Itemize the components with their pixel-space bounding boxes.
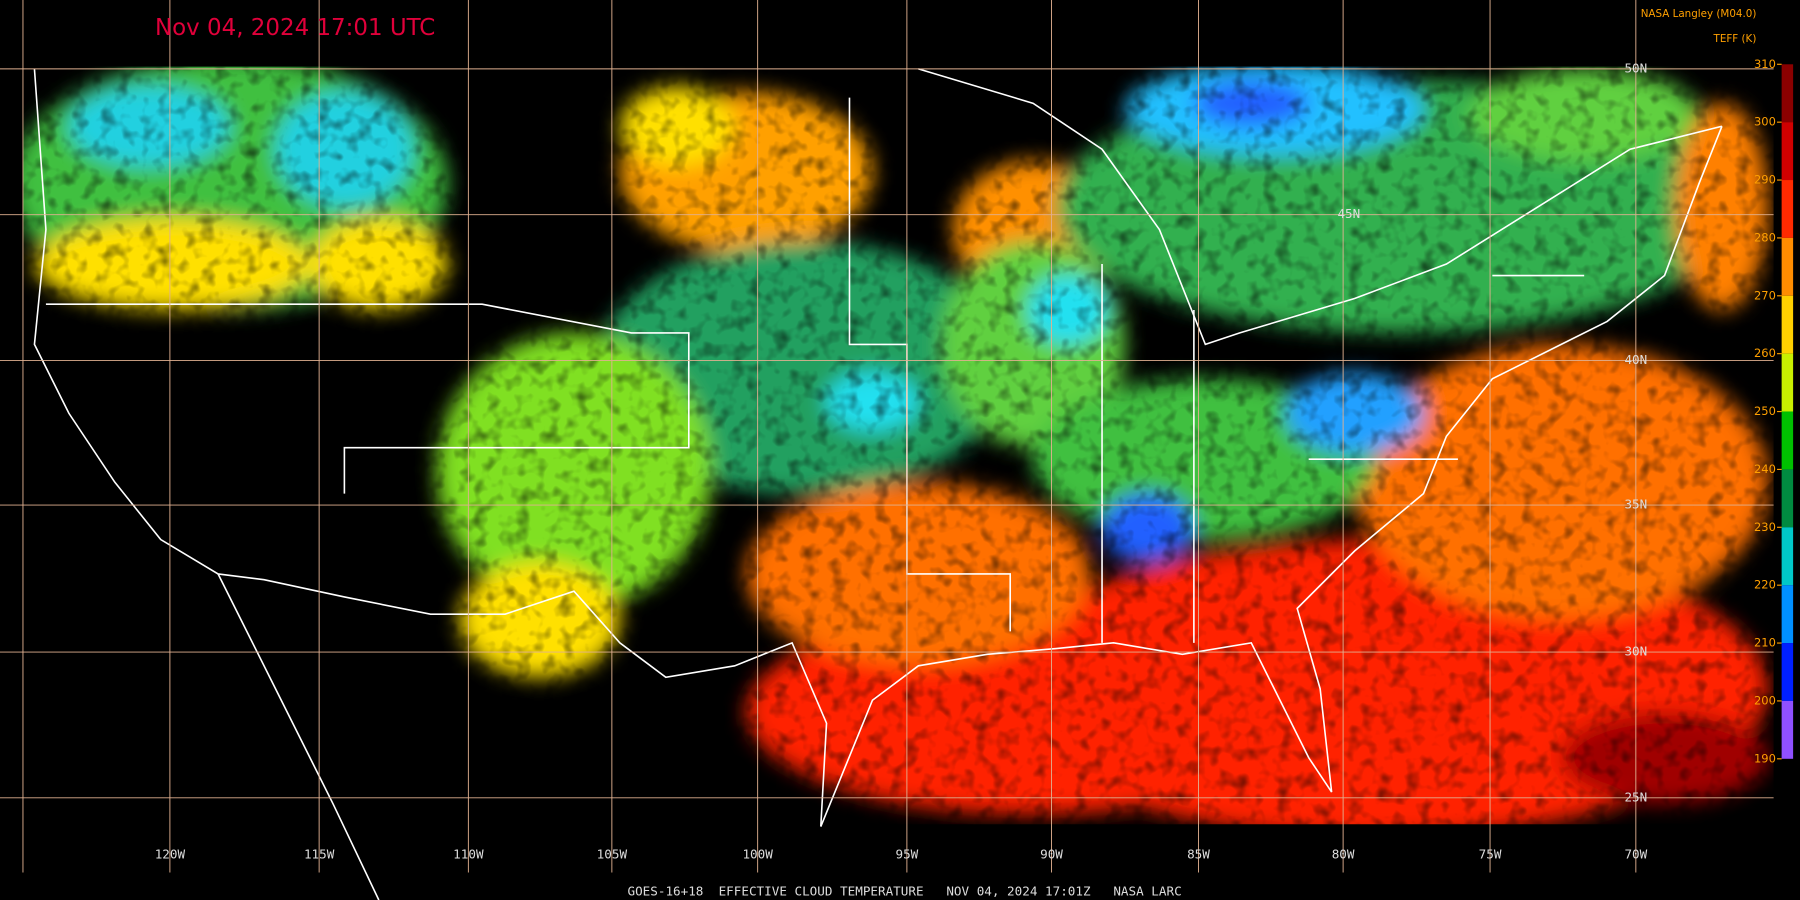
colorbar-tick-label: 200 <box>1754 693 1776 707</box>
colorbar-segment <box>1781 643 1794 701</box>
latitude-label: 50N <box>1624 60 1647 75</box>
colorbar-title: TEFF (K) <box>1713 33 1757 45</box>
colorbar-segment <box>1781 527 1794 586</box>
colorbar-tick-label: 220 <box>1754 578 1776 592</box>
colorbar-tick-label: 270 <box>1754 288 1776 302</box>
longitude-label: 70W <box>1624 847 1647 862</box>
colorbar-segment <box>1781 180 1794 238</box>
colorbar-tick-label: 310 <box>1754 57 1776 71</box>
longitude-label: 105W <box>597 847 628 862</box>
longitude-label: 120W <box>155 847 186 862</box>
colorbar-tick-label: 280 <box>1754 230 1776 244</box>
colorbar-tick-label: 250 <box>1754 404 1776 418</box>
colorbar-tick-label: 290 <box>1754 173 1776 187</box>
colorbar-segment <box>1781 122 1794 181</box>
latitude-label: 45N <box>1337 206 1360 221</box>
longitude-label: 90W <box>1040 847 1063 862</box>
source-label: NASA Langley (M04.0) <box>1641 8 1757 20</box>
graticule: 120W 115W 110W 105W 100W 95W 90W 85W 80W 75W 70W 50… <box>0 0 1774 873</box>
colorbar-segment <box>1781 237 1794 296</box>
latitude-label: 40N <box>1624 352 1647 367</box>
footer-caption: GOES-16+18 EFFECTIVE CLOUD TEMPERATURE N… <box>627 883 1181 898</box>
colorbar: 310 300 290 280 270 260 250 240 230 220 210 200 190 <box>1754 57 1794 765</box>
cloud-field <box>22 66 1774 825</box>
latitude-label: 30N <box>1624 644 1647 659</box>
longitude-label: 110W <box>453 847 484 862</box>
colorbar-tick-label: 190 <box>1754 751 1776 765</box>
longitude-label: 80W <box>1332 847 1355 862</box>
colorbar-segment <box>1781 64 1794 123</box>
colorbar-tick-label: 240 <box>1754 462 1776 476</box>
latitude-label: 25N <box>1624 789 1647 804</box>
colorbar-segment <box>1781 469 1794 528</box>
colorbar-segment <box>1781 700 1794 759</box>
longitude-label: 85W <box>1187 847 1210 862</box>
colorbar-segment <box>1781 585 1794 644</box>
colorbar-tick-label: 210 <box>1754 636 1776 650</box>
longitude-label: 75W <box>1479 847 1502 862</box>
longitude-label: 115W <box>304 847 335 862</box>
longitude-label: 95W <box>895 847 918 862</box>
colorbar-segment <box>1781 295 1794 354</box>
colorbar-tick-label: 230 <box>1754 520 1776 534</box>
latitude-label: 35N <box>1624 497 1647 512</box>
colorbar-segment <box>1781 411 1794 470</box>
longitude-label: 100W <box>742 847 773 862</box>
colorbar-tick-label: 260 <box>1754 346 1776 360</box>
colorbar-tick-label: 300 <box>1754 115 1776 129</box>
timestamp: Nov 04, 2024 17:01 UTC <box>155 15 435 41</box>
colorbar-segment <box>1781 353 1794 412</box>
